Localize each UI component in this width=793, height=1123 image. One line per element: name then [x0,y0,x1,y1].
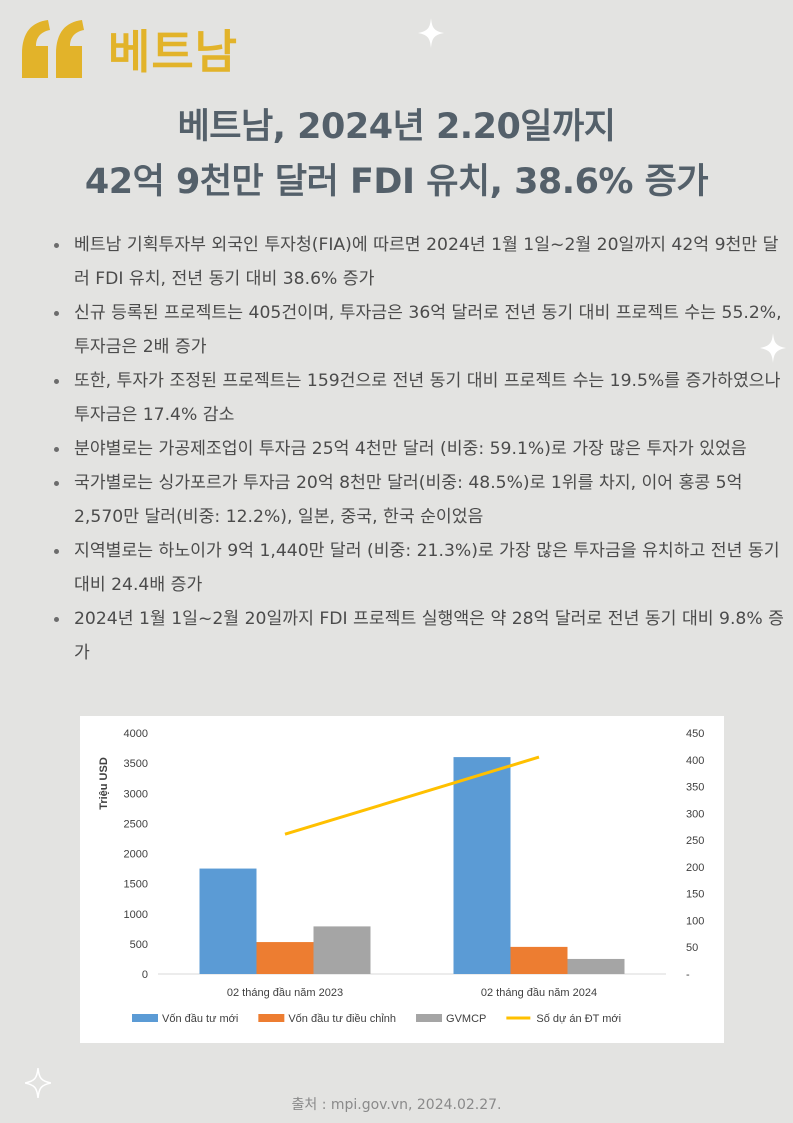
y-tick-label: 2000 [124,849,148,861]
line-series-0 [284,755,540,836]
bullet-item: 베트남 기획투자부 외국인 투자청(FIA)에 따르면 2024년 1월 1일~… [54,228,784,296]
bar-2-0 [313,926,371,974]
y-tick-label: 0 [142,969,148,981]
bullet-item: 2024년 1월 1일~2월 20일까지 FDI 프로젝트 실행액은 약 28억… [54,602,784,670]
legend-swatch-2 [416,1014,443,1022]
title-line-2: 42억 9천만 달러 FDI 유치, 38.6% 증가 [84,162,709,202]
x-tick-label: 02 tháng đầu năm 2023 [227,987,343,999]
y-tick-label: 4000 [124,728,148,740]
bullet-item: 국가별로는 싱가포르가 투자금 20억 8천만 달러(비중: 48.5%)로 1… [54,466,784,534]
bar-2-1 [567,958,625,974]
bar-0-1 [453,757,511,974]
y2-tick-label: 100 [686,915,704,927]
y2-tick-label: 150 [686,889,704,901]
y-tick-label: 500 [130,939,148,951]
legend-label-3: Số dự án ĐT mới [536,1013,621,1025]
bar-1-1 [510,946,568,974]
sparkle-icon [760,333,786,363]
legend-swatch-0 [132,1014,158,1022]
chart-svg: 0 500 1000 1500 2000 2500 3000 3500 4000 - 50 100 15… [98,728,704,1025]
legend-label-0: Vốn đầu tư mới [162,1013,238,1025]
y-tick-label: 1500 [124,879,148,891]
x-tick-label: 02 tháng đầu năm 2024 [481,987,597,999]
title-line-1: 베트남, 2024년 2.20일까지 [177,107,616,147]
y2-tick-label: 400 [686,755,704,767]
y2-tick-label: 200 [686,862,704,874]
legend-swatch-1 [258,1014,285,1022]
legend-label-2: GVMCP [446,1013,486,1025]
y2-tick-label: 350 [686,782,704,794]
bar-1-0 [256,942,314,974]
y2-tick-label: 50 [686,942,698,954]
y-axis-label: Triệu USD [98,757,110,810]
y-tick-label: 2500 [124,818,148,830]
page-title: 베트남, 2024년 2.20일까지 42억 9천만 달러 FDI 유치, 38… [0,100,793,210]
bullet-item: 신규 등록된 프로젝트는 405건이며, 투자금은 36억 달러로 전년 동기 … [54,296,784,364]
sparkle-icon [25,1068,51,1098]
sparkle-icon [418,18,444,48]
y2-tick-label: 300 [686,808,704,820]
fdi-chart: 0 500 1000 1500 2000 2500 3000 3500 4000 - 50 100 15… [80,716,724,1043]
bullet-list: 베트남 기획투자부 외국인 투자청(FIA)에 따르면 2024년 1월 1일~… [50,228,784,670]
quote-icon [22,20,84,78]
source-note: 출처 : mpi.gov.vn, 2024.02.27. [291,1097,502,1113]
bullet-item: 분야별로는 가공제조업이 투자금 25억 4천만 달러 (비중: 59.1%)로… [54,432,784,466]
y-tick-label: 3500 [124,758,148,770]
bullet-item: 지역별로는 하노이가 9억 1,440만 달러 (비중: 21.3%)로 가장 … [54,534,784,602]
y2-tick-label: - [686,969,690,981]
bar-0-0 [199,868,257,974]
y-tick-label: 3000 [124,788,148,800]
legend-label-1: Vốn đầu tư điều chỉnh [288,1013,396,1025]
bullet-item: 또한, 투자가 조정된 프로젝트는 159건으로 전년 동기 대비 프로젝트 수… [54,364,784,432]
y2-tick-label: 250 [686,835,704,847]
y2-tick-label: 450 [686,728,704,740]
y-tick-label: 1000 [124,909,148,921]
brand-label: 베트남 [108,25,238,79]
